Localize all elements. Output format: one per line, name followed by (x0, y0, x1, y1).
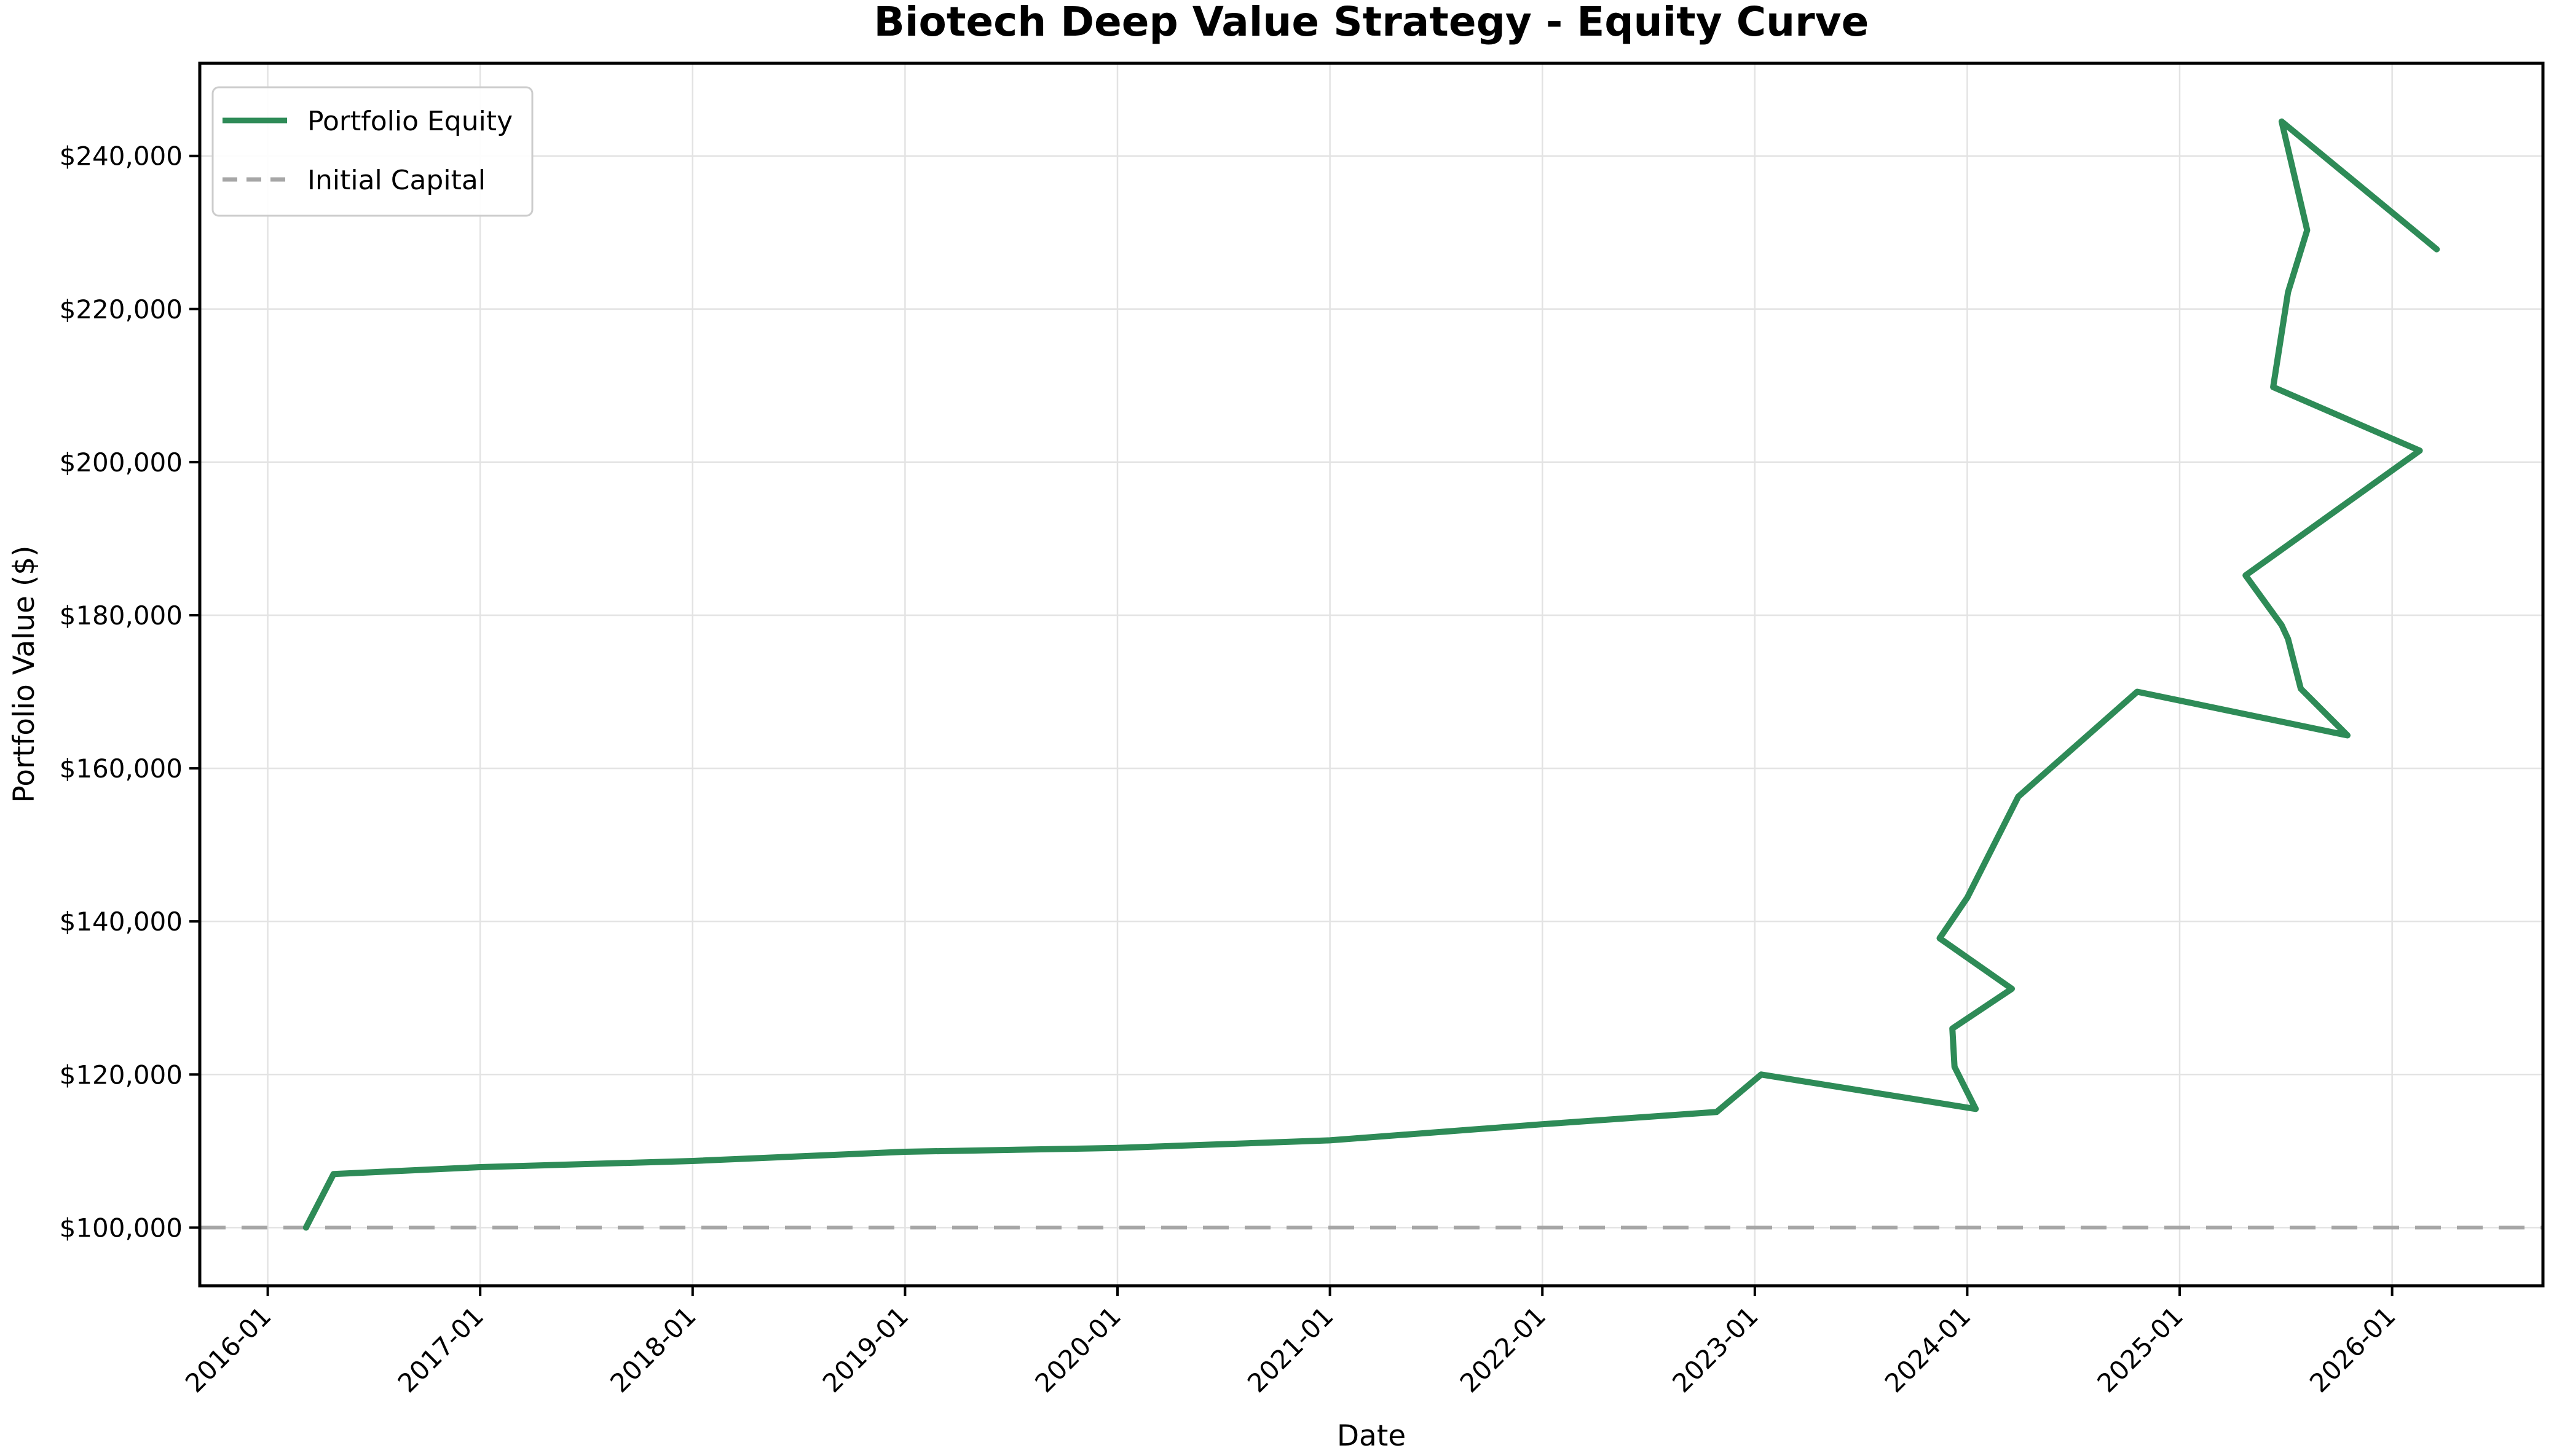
portfolio-equity-line (302, 118, 2440, 1231)
x-axis-label: Date (1337, 1419, 1406, 1453)
y-tick-label: $240,000 (60, 141, 183, 171)
x-tick-label: 2018-01 (604, 1301, 702, 1398)
x-tick-label: 2023-01 (1666, 1301, 1764, 1398)
x-tick-label: 2026-01 (2304, 1301, 2402, 1398)
x-tick-label: 2024-01 (1879, 1301, 1977, 1398)
y-tick-label: $220,000 (60, 294, 183, 325)
axes-frame (198, 61, 2545, 1288)
y-tick-label: $140,000 (60, 907, 183, 937)
x-tick-label: 2016-01 (179, 1301, 277, 1398)
x-tick-label: 2020-01 (1029, 1301, 1127, 1398)
y-tick-label: $100,000 (60, 1213, 183, 1243)
y-tick-label: $180,000 (60, 600, 183, 631)
y-axis-label: Portfolio Value ($) (7, 546, 41, 803)
axis-ticks (189, 154, 2394, 1296)
x-tick-label: 2021-01 (1242, 1301, 1339, 1398)
legend-label-initial-capital: Initial Capital (307, 165, 486, 196)
chart-title: Biotech Deep Value Strategy - Equity Cur… (874, 0, 1869, 45)
gridlines (200, 63, 2543, 1286)
y-tick-label: $120,000 (60, 1060, 183, 1090)
data-series-layer (200, 118, 2543, 1231)
x-tick-label: 2025-01 (2091, 1301, 2189, 1398)
y-tick-label: $200,000 (60, 447, 183, 478)
legend-box (211, 86, 534, 217)
plot-frame (198, 61, 2545, 1288)
y-tick-label: $160,000 (60, 754, 183, 784)
x-tick-label: 2019-01 (817, 1301, 915, 1398)
legend-label-portfolio-equity: Portfolio Equity (307, 106, 513, 137)
legend: Portfolio Equity Initial Capital (211, 86, 534, 217)
x-tick-label: 2017-01 (392, 1301, 490, 1398)
x-tick-label: 2022-01 (1454, 1301, 1552, 1398)
